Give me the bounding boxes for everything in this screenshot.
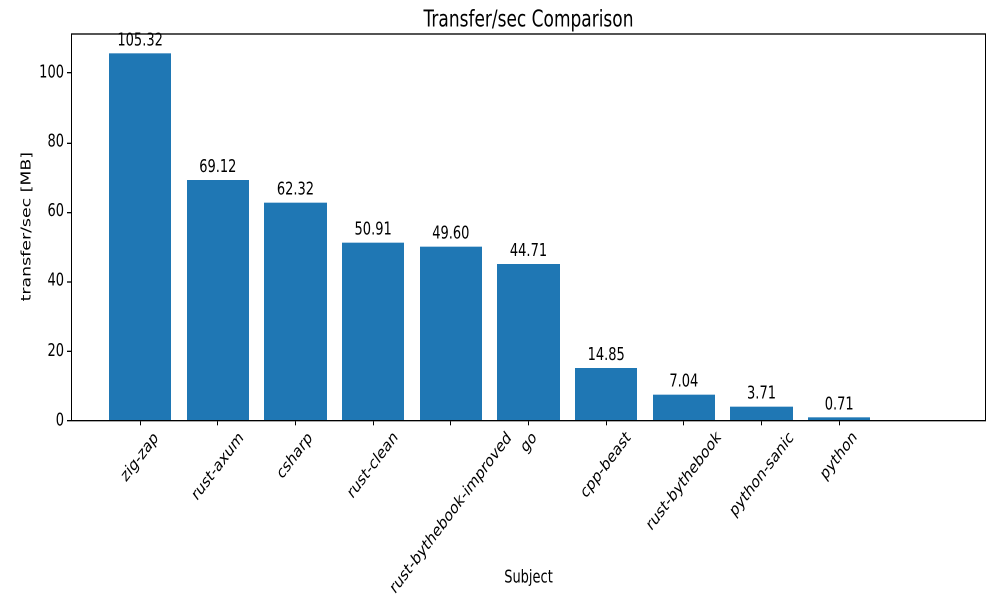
x-tick [605,420,607,426]
bar-value-label: 3.71 [747,384,776,405]
x-tick-label: cpp-beast [578,427,635,503]
y-tick-label: 60 [47,201,64,222]
bar-value-label: 50.91 [354,219,392,240]
x-tick [761,420,763,426]
x-tick [528,420,529,426]
x-tick [838,420,840,426]
bar-value-label: 62.32 [276,180,315,201]
x-tick-label: csharp [274,428,317,484]
x-tick [139,420,141,426]
x-tick-label: zig-zap [118,427,162,486]
y-tick-label: 40 [47,271,64,292]
y-tick [67,420,71,422]
bar-value-label: 0.71 [824,394,854,415]
bar [186,179,249,420]
x-tick-label: go [517,427,540,458]
bar [497,264,560,420]
bar-value-label: 7.04 [669,372,699,393]
y-tick [67,142,71,144]
x-tick [450,420,452,426]
x-tick [217,420,219,426]
y-tick [67,211,71,214]
y-tick-label: 0 [55,410,64,431]
y-tick [67,350,71,353]
bar-value-label: 69.12 [199,156,237,177]
bar [730,406,793,420]
bar [575,368,638,420]
bar [652,395,715,420]
bar [264,202,327,420]
x-tick-label: rust-bythebook [643,427,725,536]
y-tick-label: 80 [47,132,64,153]
y-tick [67,281,71,283]
y-tick-label: 20 [47,340,64,361]
x-tick [372,420,374,426]
y-tick-label: 100 [39,62,64,83]
x-tick-label: rust-clean [344,427,402,504]
x-tick [294,420,296,426]
bar [342,242,405,420]
bar [419,247,482,420]
bar-value-label: 49.60 [432,224,470,245]
bar-value-label: 14.85 [587,345,625,366]
x-tick [683,420,685,426]
x-tick-label: python [817,427,861,485]
x-axis-label: Subject [504,567,553,588]
chart-title: Transfer/sec Comparison [423,6,634,34]
x-tick-label: rust-axum [188,428,247,506]
x-tick-label: python-sanic [726,428,797,522]
bar-value-label: 105.32 [117,30,163,51]
y-tick [67,72,71,74]
bar-value-label: 44.71 [509,241,548,262]
bar [109,53,172,420]
bar [808,417,871,420]
